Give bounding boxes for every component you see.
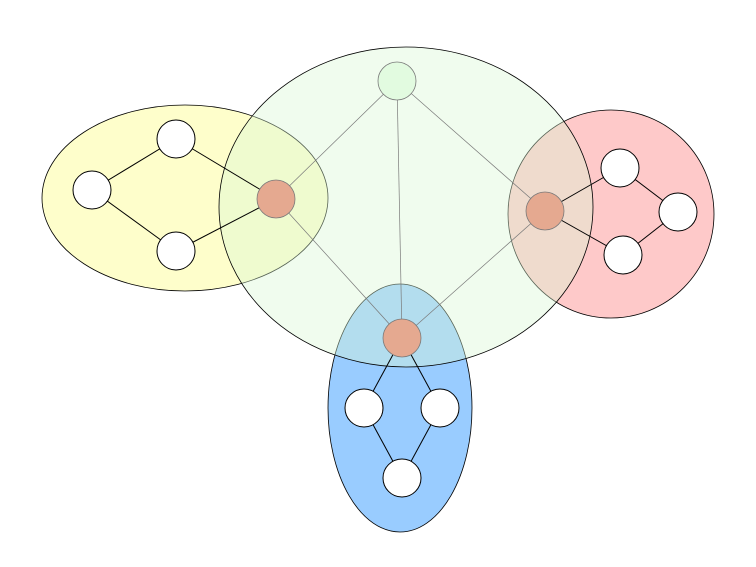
link-hub-left-hub-bottom bbox=[275, 198, 403, 339]
leaf-node-red-bottom bbox=[603, 235, 643, 275]
leaf-node-yellow-left bbox=[72, 170, 112, 210]
leaf-node-blue-bottom bbox=[382, 458, 422, 498]
leaf-node-yellow-bottom bbox=[156, 231, 196, 271]
leaf-node-red-right bbox=[658, 192, 698, 232]
leaf-node-blue-right bbox=[420, 388, 460, 428]
leaf-node-red-top bbox=[600, 148, 640, 188]
top-node bbox=[377, 61, 417, 101]
link-hub-right-hub-bottom bbox=[401, 210, 546, 339]
central-cluster bbox=[218, 46, 594, 368]
link-top-hub-left bbox=[275, 80, 398, 200]
hub-node-right bbox=[525, 191, 565, 231]
red-cluster bbox=[507, 109, 715, 319]
hub-links bbox=[275, 80, 546, 339]
leaf-node-blue-left bbox=[344, 388, 384, 428]
hub-node-left bbox=[256, 179, 296, 219]
yellow-cluster bbox=[41, 104, 329, 292]
leaf-node-yellow-top bbox=[156, 119, 196, 159]
blue-cluster bbox=[327, 283, 473, 533]
link-top-hub-bottom bbox=[396, 80, 403, 339]
link-top-hub-right bbox=[396, 80, 546, 212]
hub-node-bottom bbox=[382, 318, 422, 358]
